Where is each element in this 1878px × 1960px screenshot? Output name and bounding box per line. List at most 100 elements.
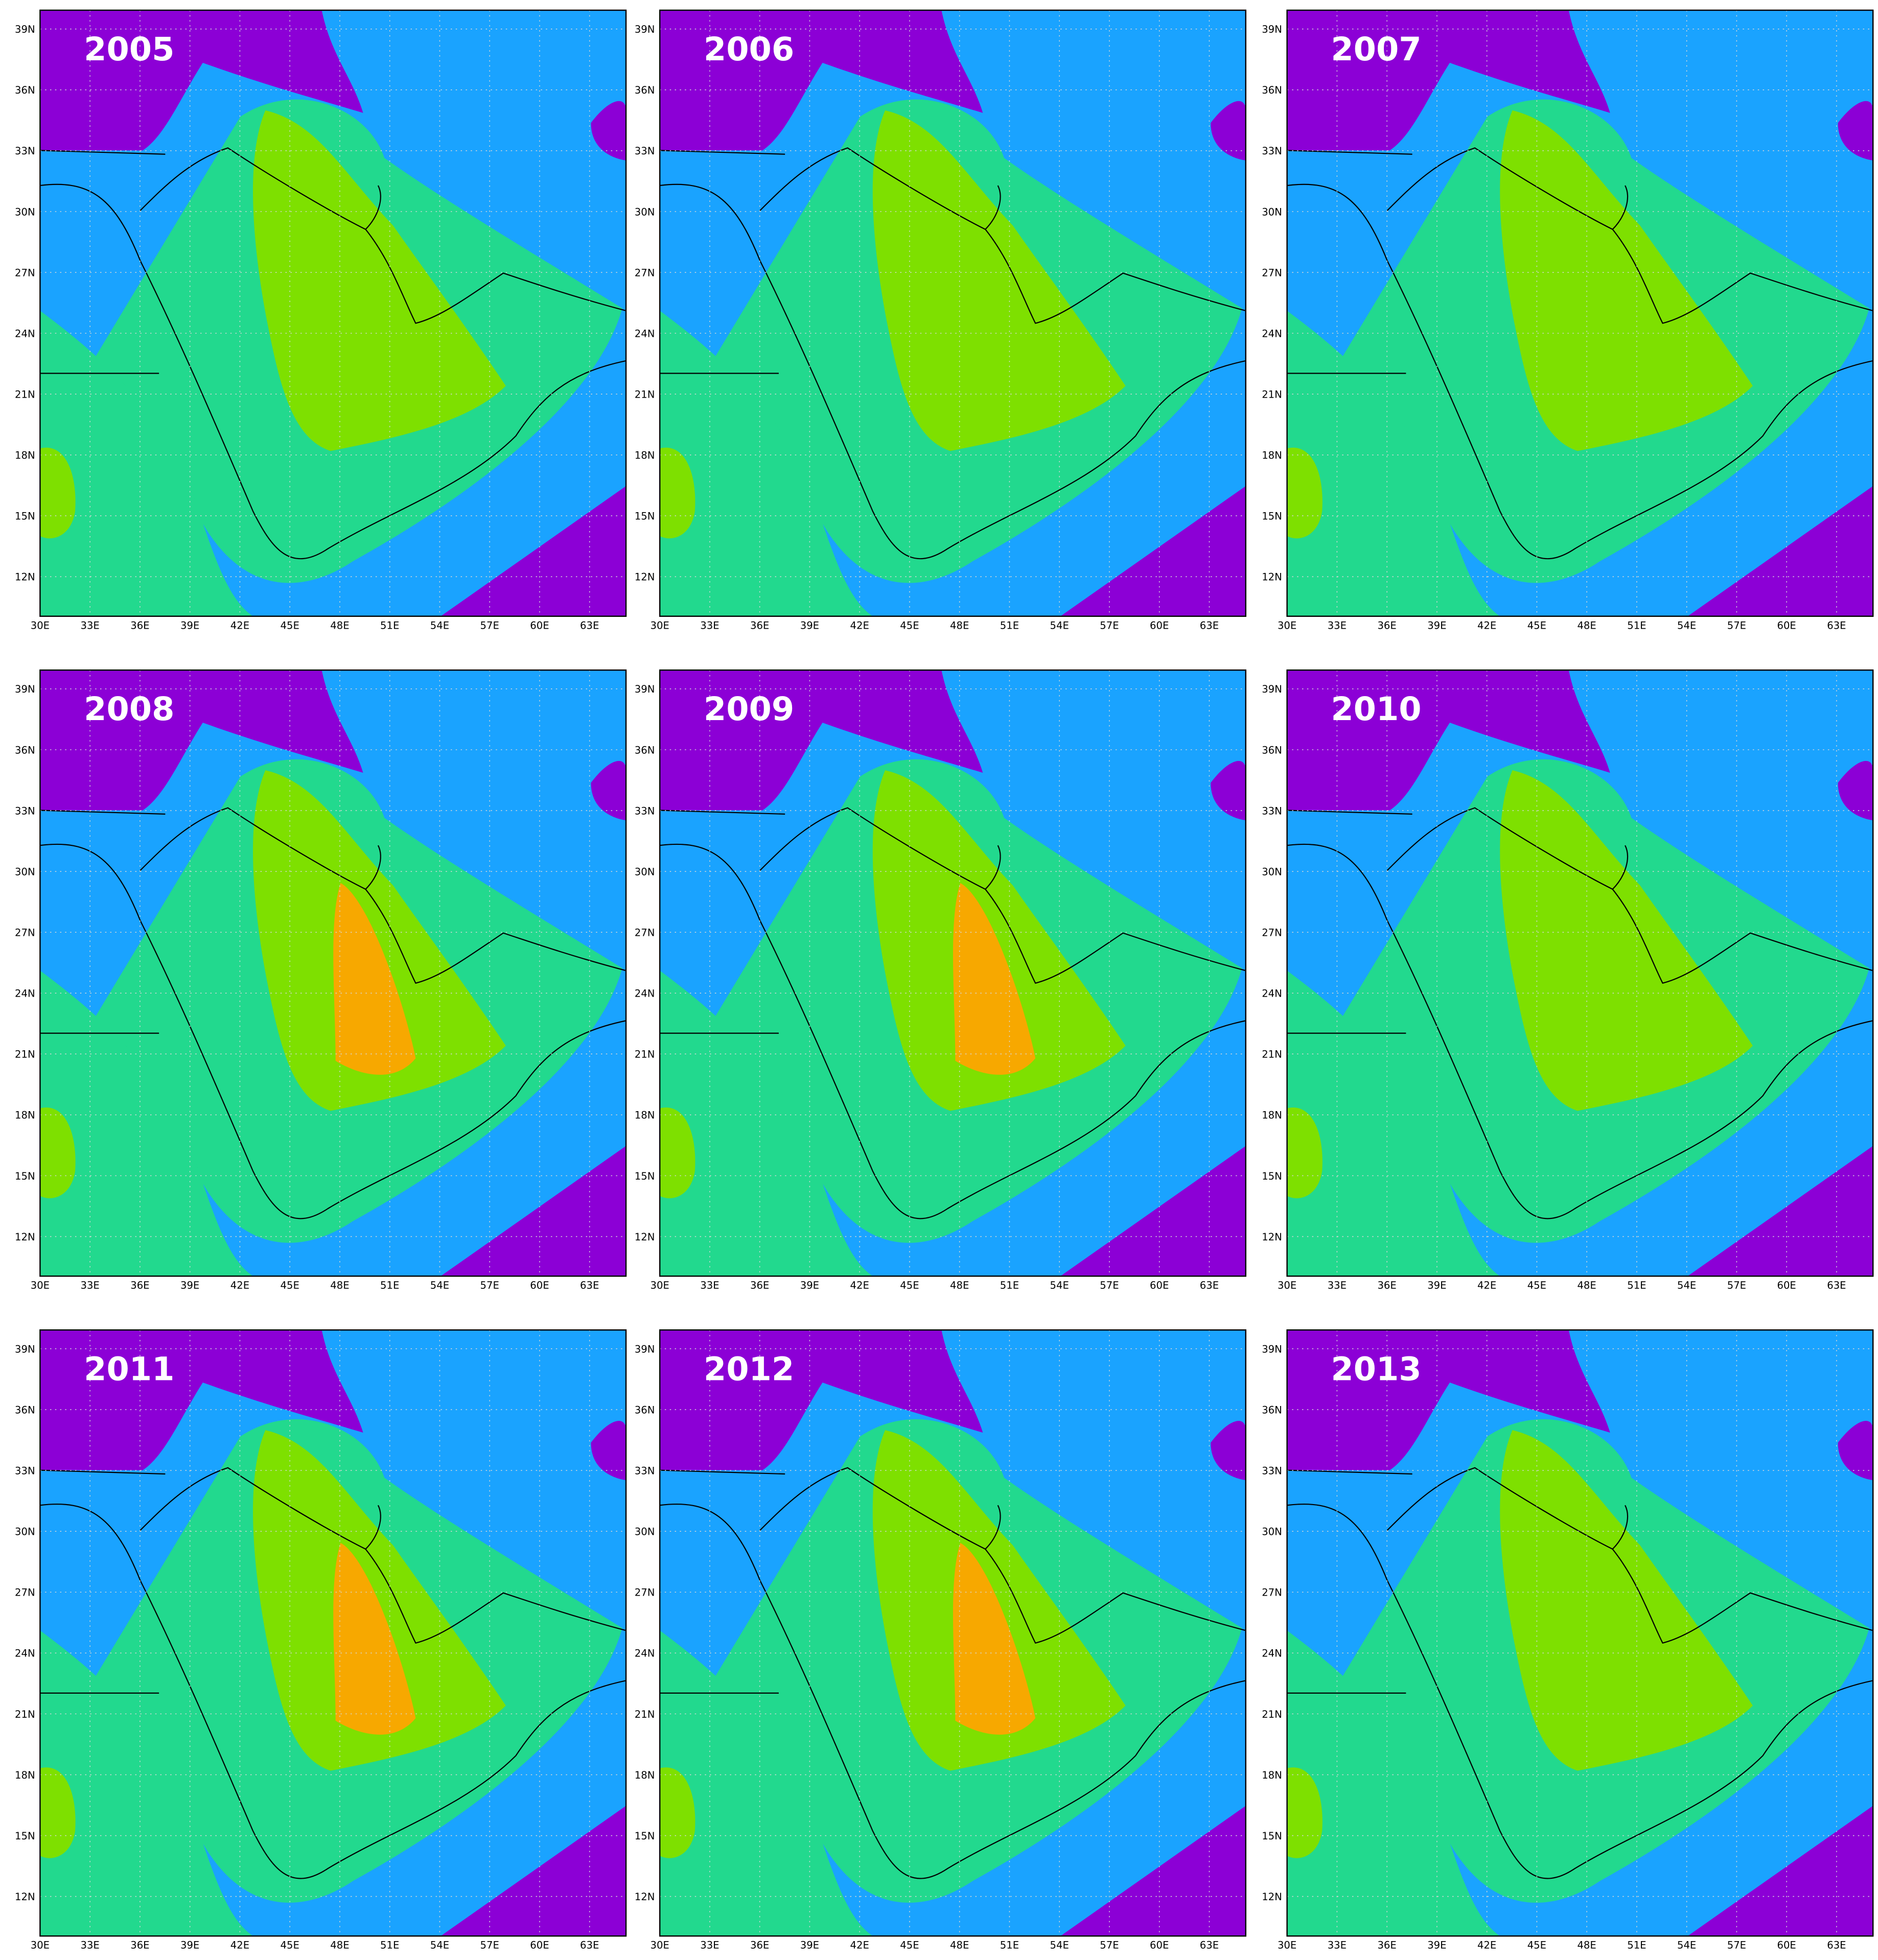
frame	[1286, 1329, 1874, 1937]
x-tick-label: 48E	[330, 1279, 349, 1291]
map-panel: 30E 33E 36E 39E 42E 45E 48E 51E 54E 57E 60E 63E 39N 3…	[1262, 9, 1874, 631]
x-tick-label: 48E	[1577, 1940, 1596, 1951]
coastline	[759, 147, 1246, 324]
x-tick-label: 45E	[900, 1279, 919, 1291]
y-tick-label: 15N	[635, 1170, 655, 1182]
x-tick-label: 45E	[281, 1279, 299, 1291]
y-tick-label: 33N	[15, 1465, 35, 1477]
x-tick-label: 42E	[230, 1279, 249, 1291]
x-tick-label: 30E	[1278, 1279, 1296, 1291]
y-tick-label: 30N	[635, 866, 655, 878]
x-tick-label: 45E	[281, 619, 299, 631]
y-tick-label: 18N	[635, 450, 655, 462]
coastline	[660, 810, 785, 815]
x-tick-label: 51E	[1000, 1940, 1019, 1951]
region-purple	[1838, 101, 1873, 160]
frame	[1286, 669, 1874, 1277]
map-panel: 30E 33E 36E 39E 42E 45E 48E 51E 54E 57E 60E 63E 39N 3…	[635, 669, 1246, 1291]
y-tick-label: 30N	[1262, 1526, 1282, 1538]
x-tick-label: 54E	[430, 1279, 449, 1291]
region-lime	[40, 447, 76, 539]
x-tick-label: 60E	[1777, 1279, 1796, 1291]
coastline	[40, 843, 627, 1219]
y-tick-label: 12N	[1262, 571, 1282, 583]
x-tick-label: 54E	[1050, 1279, 1069, 1291]
y-tick-label: 30N	[635, 206, 655, 218]
x-tick-label: 36E	[750, 1940, 769, 1951]
region-lime	[253, 1430, 506, 1771]
x-tick-label: 60E	[530, 1940, 549, 1951]
x-tick-label: 51E	[380, 1279, 399, 1291]
x-tick-label: 51E	[380, 1940, 399, 1951]
x-tick-label: 30E	[31, 1940, 50, 1951]
frame	[39, 1329, 627, 1937]
x-tick-label: 36E	[1377, 619, 1396, 631]
x-tick-label: 63E	[1827, 1940, 1846, 1951]
region-teal	[1287, 1630, 1500, 1936]
y-tick-label: 21N	[1262, 388, 1282, 400]
x-tick-label: 42E	[1477, 1279, 1496, 1291]
x-tick-label: 33E	[80, 1279, 99, 1291]
y-tick-label: 12N	[635, 1891, 655, 1903]
region-orange	[333, 1542, 416, 1735]
y-tick-label: 15N	[15, 1170, 35, 1182]
region-purple	[40, 1330, 363, 1470]
y-tick-label: 33N	[635, 805, 655, 817]
y-tick-label: 12N	[635, 1231, 655, 1243]
x-tick-label: 42E	[1477, 619, 1496, 631]
x-tick-label: 48E	[950, 1279, 969, 1291]
y-tick-label: 39N	[635, 24, 655, 35]
x-tick-label: 57E	[1727, 1940, 1746, 1951]
y-tick-label: 21N	[15, 1709, 35, 1720]
x-tick-label: 63E	[580, 1279, 599, 1291]
x-tick-label: 57E	[1100, 619, 1119, 631]
x-tick-label: 42E	[850, 619, 869, 631]
x-tick-label: 33E	[80, 1940, 99, 1951]
y-tick-label: 12N	[635, 571, 655, 583]
region-purple	[1060, 1146, 1246, 1276]
region-lime	[1500, 770, 1753, 1111]
y-tick-label: 33N	[635, 1465, 655, 1477]
x-tick-label: 45E	[1527, 619, 1546, 631]
y-tick-label: 39N	[15, 1343, 35, 1355]
x-tick-label: 30E	[31, 619, 50, 631]
region-orange	[333, 883, 416, 1075]
region-lime	[872, 770, 1126, 1111]
y-tick-label: 36N	[15, 84, 35, 96]
coastline	[1287, 843, 1873, 1219]
region-teal	[660, 971, 873, 1276]
x-tick-label: 57E	[1727, 1279, 1746, 1291]
coastline	[1287, 1503, 1873, 1879]
region-teal	[40, 971, 253, 1276]
x-tick-label: 54E	[430, 619, 449, 631]
map-panel: 30E 33E 36E 39E 42E 45E 48E 51E 54E 57E 60E 63E 39N 3…	[15, 9, 627, 631]
region-purple	[40, 670, 363, 811]
region-purple	[1838, 1421, 1873, 1481]
year-label: 2010	[1331, 690, 1421, 728]
x-tick-label: 51E	[380, 619, 399, 631]
x-tick-label: 48E	[330, 1940, 349, 1951]
region-teal	[40, 1630, 253, 1936]
y-tick-label: 36N	[635, 744, 655, 756]
x-tick-label: 39E	[180, 619, 199, 631]
region-purple	[591, 101, 626, 160]
y-tick-label: 15N	[635, 511, 655, 522]
y-tick-label: 30N	[15, 1526, 35, 1538]
y-tick-label: 12N	[15, 1891, 35, 1903]
coastline	[140, 147, 627, 324]
y-tick-label: 21N	[635, 1709, 655, 1720]
region-purple	[1211, 1421, 1246, 1481]
x-tick-label: 30E	[650, 1279, 669, 1291]
y-tick-label: 24N	[15, 988, 35, 1000]
y-tick-label: 33N	[635, 145, 655, 157]
coastline	[759, 807, 1246, 984]
region-purple	[1060, 486, 1246, 616]
y-tick-label: 15N	[1262, 1170, 1282, 1182]
coastline	[985, 1505, 1001, 1550]
y-tick-label: 21N	[635, 1049, 655, 1060]
region-purple	[1211, 101, 1246, 160]
y-tick-label: 33N	[1262, 805, 1282, 817]
x-tick-label: 33E	[700, 619, 719, 631]
y-tick-label: 36N	[15, 1404, 35, 1416]
y-tick-label: 24N	[15, 328, 35, 339]
